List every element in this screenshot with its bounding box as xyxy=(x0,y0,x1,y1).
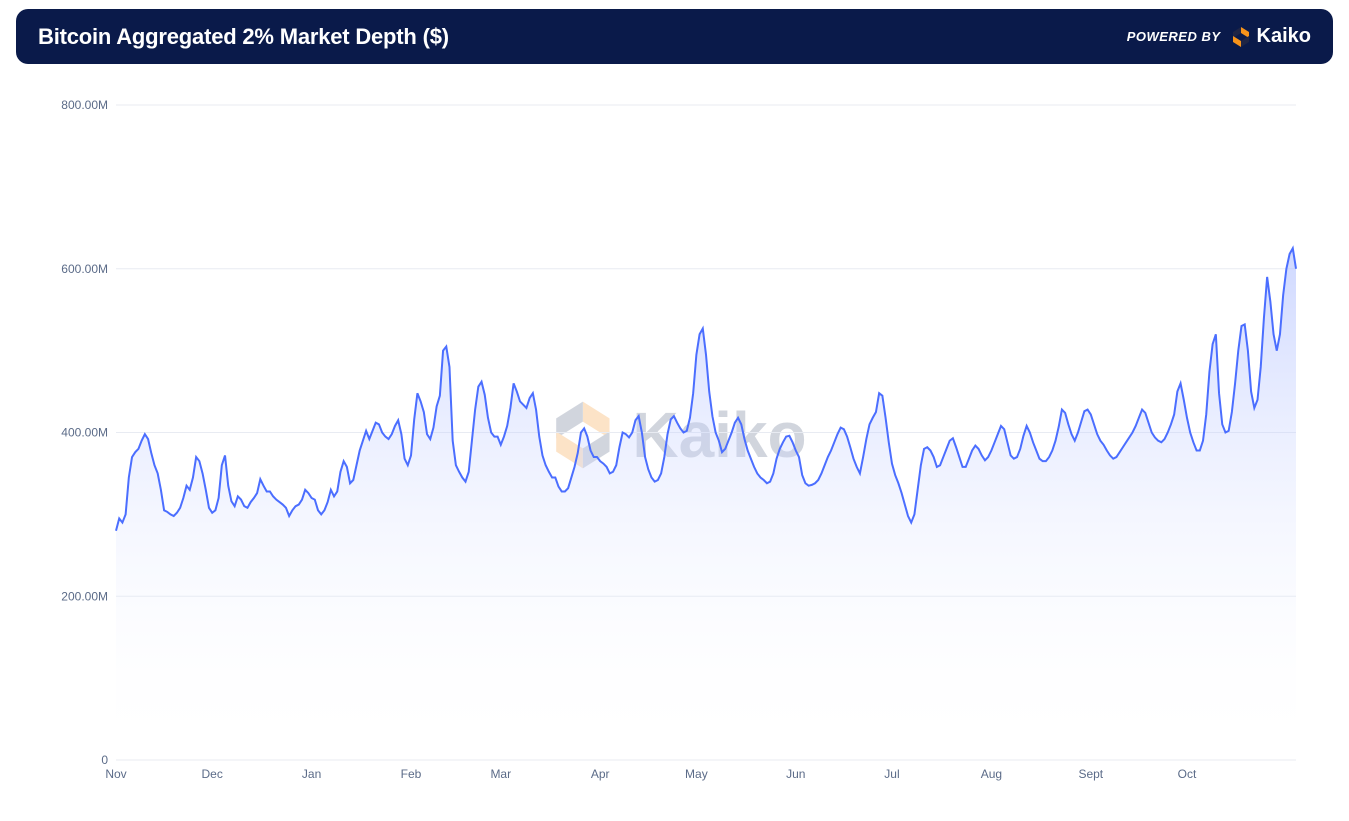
kaiko-logo: Kaiko xyxy=(1229,25,1311,49)
svg-text:800.00M: 800.00M xyxy=(61,98,108,112)
svg-text:Mar: Mar xyxy=(490,767,511,781)
kaiko-brand-name: Kaiko xyxy=(1257,25,1311,48)
chart-title: Bitcoin Aggregated 2% Market Depth ($) xyxy=(38,24,449,50)
svg-text:Apr: Apr xyxy=(591,767,610,781)
chart-container: Kaiko 0200.00M400.00M600.00M800.00M NovD… xyxy=(16,75,1333,795)
svg-text:600.00M: 600.00M xyxy=(61,262,108,276)
svg-text:Jun: Jun xyxy=(786,767,805,781)
svg-text:Feb: Feb xyxy=(401,767,422,781)
svg-text:0: 0 xyxy=(101,753,108,767)
svg-text:Sept: Sept xyxy=(1078,767,1103,781)
powered-by-block: POWERED BY Kaiko xyxy=(1127,25,1311,49)
kaiko-icon xyxy=(1229,25,1253,49)
header-bar: Bitcoin Aggregated 2% Market Depth ($) P… xyxy=(16,9,1333,64)
svg-text:Oct: Oct xyxy=(1178,767,1197,781)
svg-text:Aug: Aug xyxy=(981,767,1002,781)
powered-by-label: POWERED BY xyxy=(1127,29,1221,44)
svg-text:Dec: Dec xyxy=(202,767,223,781)
svg-text:May: May xyxy=(685,767,708,781)
area-chart: 0 200.00M 400.00M 600.00M 800.00M Nov Dec Jan F… xyxy=(16,75,1333,795)
svg-text:Jan: Jan xyxy=(302,767,321,781)
series-area xyxy=(116,248,1296,760)
svg-text:Nov: Nov xyxy=(105,767,126,781)
svg-text:400.00M: 400.00M xyxy=(61,426,108,440)
svg-text:Jul: Jul xyxy=(884,767,899,781)
svg-text:200.00M: 200.00M xyxy=(61,589,108,603)
